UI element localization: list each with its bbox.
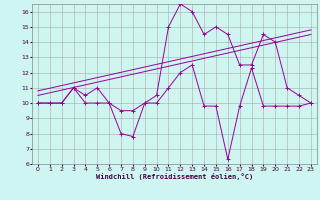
X-axis label: Windchill (Refroidissement éolien,°C): Windchill (Refroidissement éolien,°C) xyxy=(96,173,253,180)
